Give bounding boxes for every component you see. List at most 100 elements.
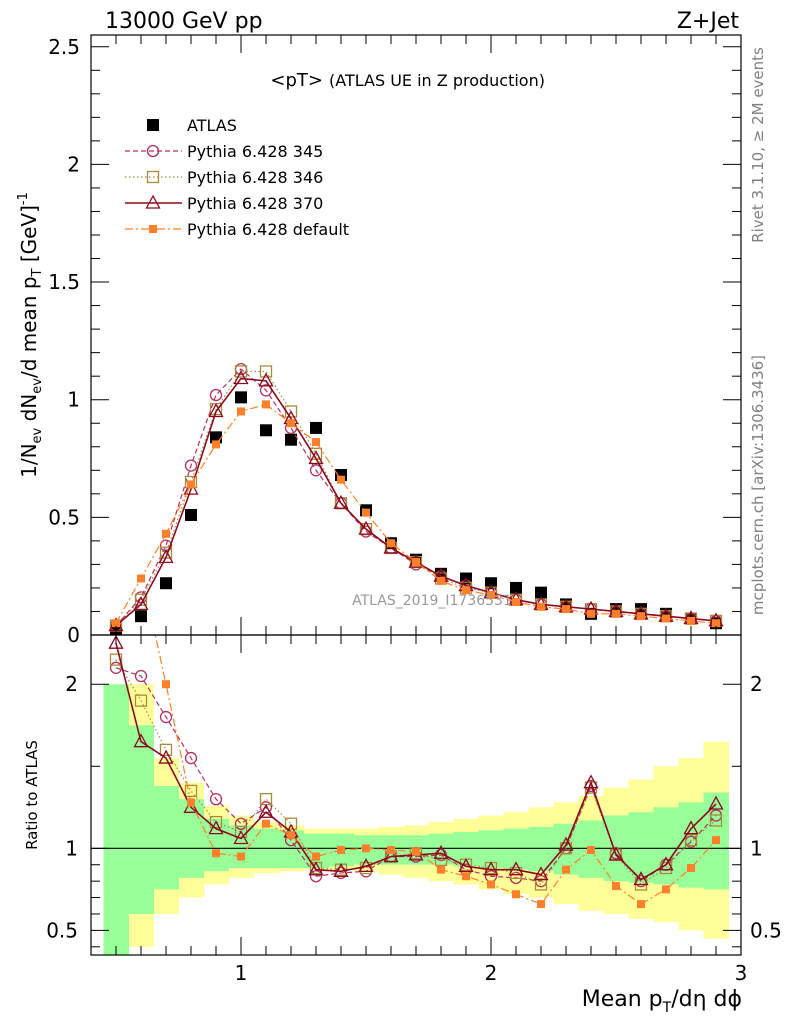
watermark: ATLAS_2019_I1736531 xyxy=(352,593,512,609)
ratio-point-pythia-6-428-370 xyxy=(508,861,524,876)
x-tick-label: 3 xyxy=(735,961,748,985)
ratio-point-pythia-6-428-default xyxy=(462,872,470,881)
ratio-point-pythia-6-428-346 xyxy=(434,853,448,866)
data-point-pythia-6-428-default xyxy=(187,480,195,489)
ratio-point-pythia-6-428-370 xyxy=(333,862,349,877)
ratio-y-tick-label: 1 xyxy=(65,836,78,860)
mcplots-note: mcplots.cern.ch [arXiv:1306.3436] xyxy=(749,355,767,615)
data-point-pythia-6-428-default xyxy=(512,598,520,607)
data-point-pythia-6-428-default xyxy=(337,475,345,484)
plot-title: <pT> xyxy=(270,70,323,91)
data-point-pythia-6-428-346 xyxy=(234,365,248,378)
inner-band-bin xyxy=(178,799,204,878)
ratio-point-pythia-6-428-default xyxy=(187,798,195,807)
ratio-point-pythia-6-428-default xyxy=(662,885,670,894)
inner-band-bin xyxy=(203,818,229,872)
ratio-point-pythia-6-428-default xyxy=(137,565,145,573)
legend-label: ATLAS xyxy=(187,116,237,135)
data-point-pythia-6-428-370 xyxy=(258,372,274,387)
data-point-atlas xyxy=(135,610,147,623)
data-point-pythia-6-428-345 xyxy=(184,459,198,472)
data-point-pythia-6-428-370 xyxy=(308,450,324,465)
data-point-pythia-6-428-default xyxy=(562,605,570,614)
y-tick-label: 1 xyxy=(67,388,80,412)
ratio-point-pythia-6-428-370 xyxy=(483,861,499,876)
ratio-point-pythia-6-428-370 xyxy=(433,844,449,859)
ratio-point-pythia-6-428-370 xyxy=(108,635,124,649)
ratio-point-pythia-6-428-370 xyxy=(308,861,324,876)
legend-entry-atlas: ATLAS xyxy=(147,116,237,135)
ratio-point-pythia-6-428-default xyxy=(712,836,720,845)
ratio-plot-ticks xyxy=(90,635,742,955)
ratio-point-pythia-6-428-default xyxy=(337,845,345,854)
ratio-point-pythia-6-428-346 xyxy=(109,653,123,666)
data-point-pythia-6-428-default xyxy=(587,609,595,618)
ratio-point-pythia-6-428-default xyxy=(412,847,420,856)
ratio-point-pythia-6-428-345 xyxy=(134,669,148,683)
legend-label: Pythia 6.428 346 xyxy=(187,168,323,187)
data-point-pythia-6-428-default xyxy=(462,586,470,595)
data-point-pythia-6-428-default xyxy=(537,602,545,611)
ratio-point-pythia-6-428-370 xyxy=(708,795,724,810)
ratio-point-pythia-6-428-default xyxy=(287,831,295,840)
ratio-plot-tick-labels: 0.5 0.5 1 1 2 2 1 2 3 xyxy=(46,672,782,985)
data-point-pythia-6-428-default xyxy=(437,576,445,585)
ratio-point-pythia-6-428-default xyxy=(487,880,495,889)
data-point-pythia-6-428-370 xyxy=(358,520,374,535)
ratio-point-pythia-6-428-370 xyxy=(133,733,149,748)
series-line-pythia-6-428-346 xyxy=(115,370,717,627)
data-point-pythia-6-428-default xyxy=(212,440,220,449)
data-point-atlas xyxy=(510,581,522,594)
data-point-pythia-6-428-370 xyxy=(208,403,224,418)
ratio-point-pythia-6-428-370 xyxy=(558,836,574,851)
legend-marker xyxy=(145,194,161,209)
main-plot-marks xyxy=(108,362,724,635)
inner-band-bin xyxy=(128,725,154,914)
data-point-pythia-6-428-default xyxy=(637,612,645,621)
data-point-pythia-6-428-default xyxy=(262,400,270,409)
ratio-point-pythia-6-428-default xyxy=(262,819,270,828)
ratio-point-pythia-6-428-370 xyxy=(683,820,699,835)
legend-entry-pythia-6-428-345: Pythia 6.428 345 xyxy=(125,142,323,161)
series-line-pythia-6-428-345 xyxy=(115,368,717,626)
data-point-pythia-6-428-370 xyxy=(233,370,249,385)
ratio-point-pythia-6-428-370 xyxy=(358,858,374,873)
ratio-point-pythia-6-428-346 xyxy=(684,833,698,847)
ratio-point-pythia-6-428-346 xyxy=(184,784,198,798)
data-point-pythia-6-428-default xyxy=(487,591,495,599)
ratio-point-pythia-6-428-345 xyxy=(234,817,248,830)
plot-subtitle: (ATLAS UE in Z production) xyxy=(329,71,545,90)
ratio-point-pythia-6-428-370 xyxy=(383,848,399,863)
ratio-point-pythia-6-428-default xyxy=(212,849,220,858)
ratio-point-pythia-6-428-346 xyxy=(159,743,173,757)
ratio-point-pythia-6-428-default xyxy=(437,865,445,874)
legend-entry-pythia-6-428-370: Pythia 6.428 370 xyxy=(125,194,323,213)
data-point-atlas xyxy=(235,391,247,404)
ratio-point-pythia-6-428-370 xyxy=(583,774,599,789)
ratio-point-pythia-6-428-default xyxy=(162,680,170,689)
y-tick-label: 0 xyxy=(67,623,80,647)
data-point-pythia-6-428-370 xyxy=(133,596,149,611)
ratio-y-axis-label: Ratio to ATLAS xyxy=(23,740,41,850)
ratio-point-pythia-6-428-370 xyxy=(258,803,274,818)
ratio-point-pythia-6-428-default xyxy=(637,900,645,909)
ratio-plot-marks xyxy=(91,565,741,955)
ratio-point-pythia-6-428-default xyxy=(587,845,595,854)
data-point-pythia-6-428-default xyxy=(412,558,420,567)
series-pythia-6-428-345 xyxy=(109,362,723,632)
legend-marker xyxy=(146,170,160,184)
main-plot-tick-labels: 0 0.5 1 1.5 2 2.5 xyxy=(48,35,80,647)
series-line-pythia-6-428-370 xyxy=(115,377,717,627)
ratio-y-tick-label-right: 1 xyxy=(750,836,763,860)
ratio-point-pythia-6-428-default xyxy=(612,882,620,891)
ratio-line-pythia-6-428-345 xyxy=(115,667,717,882)
ratio-point-pythia-6-428-default xyxy=(562,865,570,874)
ratio-point-pythia-6-428-370 xyxy=(233,830,249,845)
data-point-pythia-6-428-default xyxy=(237,407,245,416)
y-tick-label: 2 xyxy=(67,152,80,176)
x-tick-label: 1 xyxy=(235,961,248,985)
ratio-point-pythia-6-428-370 xyxy=(608,846,624,861)
ratio-point-pythia-6-428-345 xyxy=(159,710,173,724)
data-point-pythia-6-428-345 xyxy=(209,388,223,402)
